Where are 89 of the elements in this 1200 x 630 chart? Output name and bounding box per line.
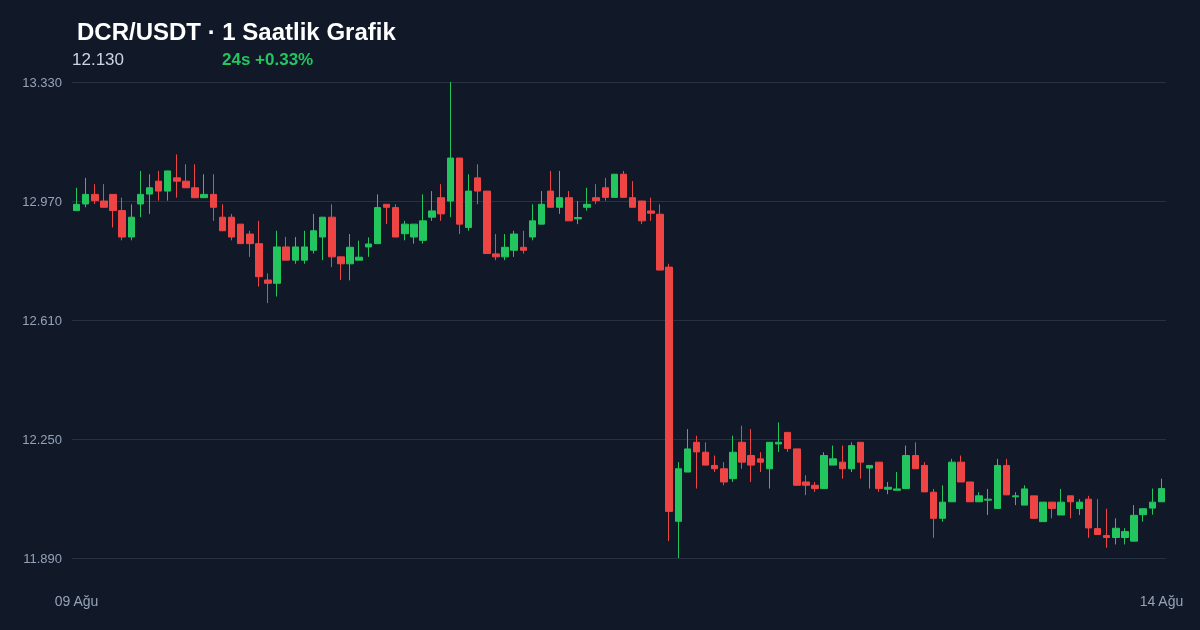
candlestick	[164, 170, 171, 202]
candlestick	[319, 216, 326, 261]
candlestick	[538, 190, 545, 225]
candlestick	[1003, 458, 1010, 496]
candlestick	[547, 170, 554, 208]
candlestick	[602, 177, 609, 202]
candlestick	[437, 183, 445, 222]
candlestick	[921, 461, 928, 493]
candlestick	[620, 170, 627, 198]
x-tick-label: 14 Ağu	[1139, 593, 1184, 609]
candlestick	[775, 421, 782, 453]
candlestick	[994, 458, 1001, 509]
candlestick	[428, 190, 436, 222]
candlestick	[456, 157, 463, 235]
y-tick-label: 11.890	[23, 550, 62, 566]
candlestick	[556, 170, 563, 215]
candlestick	[282, 236, 290, 261]
candlestick	[474, 163, 481, 205]
candlestick	[219, 203, 226, 232]
candlestick	[693, 435, 700, 490]
candlestick	[146, 173, 153, 215]
candlestick	[137, 170, 144, 218]
candlestick	[629, 180, 636, 208]
candlestick	[930, 488, 937, 539]
candlestick	[200, 173, 208, 199]
candlestick	[592, 183, 600, 205]
candlestick	[1139, 508, 1147, 523]
candlestick	[857, 441, 864, 480]
candlestick	[273, 230, 281, 298]
chart-title: DCR/USDT · 1 Saatlik Grafik	[77, 17, 397, 45]
text: 24s +0.33%	[222, 50, 314, 69]
candlestick	[465, 173, 472, 232]
candlestick	[392, 203, 399, 238]
candlestick	[675, 461, 682, 559]
candlestick	[292, 236, 299, 265]
candlestick	[155, 170, 162, 202]
text: 12.130	[72, 50, 124, 69]
candlestick	[720, 461, 728, 486]
candlestick	[684, 428, 691, 473]
candlestick	[228, 213, 235, 241]
candlestick	[1021, 484, 1028, 506]
candlestick	[729, 435, 737, 483]
candlestick	[912, 441, 919, 470]
candlestick	[82, 177, 89, 208]
candlestick	[766, 441, 773, 490]
y-tick-label: 12.970	[22, 193, 62, 209]
candlestick	[128, 203, 135, 241]
candlestick	[447, 81, 454, 218]
x-tick-label: 09 Ağu	[54, 593, 99, 609]
candlestick	[1103, 508, 1110, 549]
candlestick	[839, 445, 846, 480]
candlestick	[73, 187, 80, 212]
candlestick	[374, 193, 381, 245]
candlestick	[210, 173, 217, 222]
candlestick	[1076, 498, 1083, 516]
candlestick	[1158, 478, 1165, 503]
candlestick	[611, 173, 618, 198]
candlestick	[520, 230, 527, 255]
candlestick	[1057, 488, 1065, 516]
candlestick	[1039, 501, 1047, 523]
candlestick	[310, 213, 317, 255]
candlestick	[237, 223, 244, 245]
candlestick	[784, 431, 791, 453]
candlestick	[574, 200, 582, 225]
candlestick	[866, 464, 873, 490]
candlestick	[939, 484, 946, 523]
candlestick	[711, 455, 718, 473]
candlestick	[948, 458, 956, 503]
candlestick	[848, 441, 855, 473]
candlestick	[702, 441, 709, 466]
candlestick	[383, 203, 390, 225]
candlestick	[583, 187, 591, 212]
y-tick-label: 13.330	[22, 74, 62, 90]
candlestick	[1085, 495, 1092, 539]
candlestick	[757, 451, 764, 473]
candlestick	[529, 203, 536, 241]
candlestick	[1012, 491, 1019, 506]
y-tick-label: 12.250	[22, 431, 62, 447]
candlestick	[565, 190, 573, 222]
candlestick	[365, 236, 372, 258]
candlestick	[875, 461, 883, 493]
candlestick	[1048, 501, 1056, 519]
candlestick	[301, 230, 308, 265]
y-tick-label: 12.610	[22, 312, 62, 328]
candlestick	[1030, 495, 1038, 519]
candlestick	[1067, 495, 1074, 519]
candlestick	[1094, 498, 1101, 536]
candlestick	[264, 272, 272, 304]
candlestick	[1149, 488, 1156, 516]
